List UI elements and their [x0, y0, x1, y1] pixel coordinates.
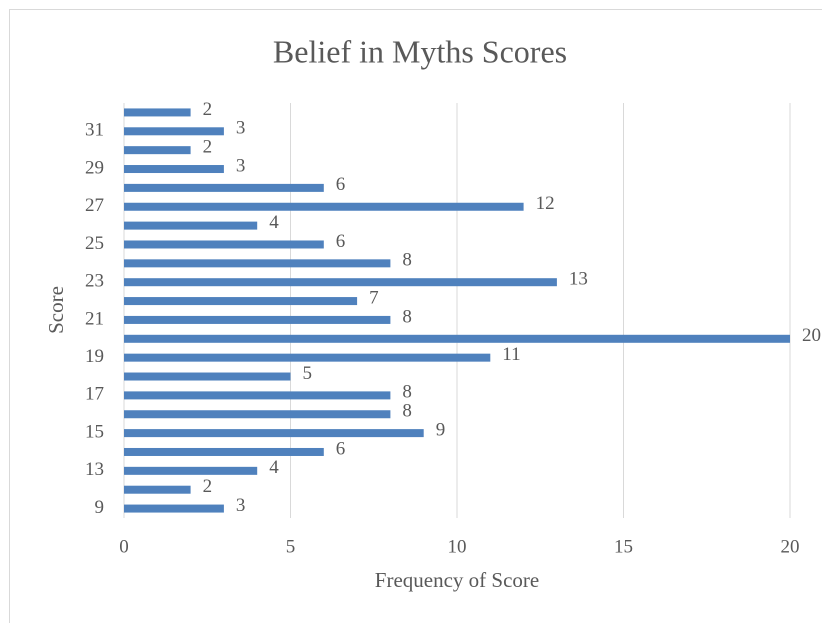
data-label: 2: [203, 99, 213, 120]
y-tick-label: 19: [85, 346, 104, 367]
x-axis-title: Frequency of Score: [375, 568, 539, 592]
data-label: 4: [269, 457, 279, 478]
data-label: 4: [269, 212, 279, 233]
chart-title: Belief in Myths Scores: [273, 33, 567, 69]
y-tick-label: 9: [95, 497, 105, 518]
y-tick-label: 27: [85, 195, 104, 216]
y-tick-label: 17: [85, 384, 104, 405]
data-label: 8: [402, 382, 412, 403]
data-label: 9: [436, 419, 446, 440]
data-label: 8: [402, 306, 412, 327]
y-tick-label: 23: [85, 271, 104, 292]
bar: [124, 184, 324, 192]
bar: [124, 127, 224, 135]
bar: [124, 335, 790, 343]
bar: [124, 373, 291, 381]
bar: [124, 240, 324, 248]
y-axis-title: Score: [44, 286, 68, 334]
data-label: 8: [402, 250, 412, 271]
bar: [124, 505, 224, 513]
x-tick-label: 0: [119, 536, 129, 557]
x-tick-label: 5: [286, 536, 296, 557]
bar: [124, 146, 191, 154]
data-label: 3: [236, 118, 246, 139]
y-tick-label: 15: [85, 421, 104, 442]
y-tick-label: 31: [85, 120, 104, 141]
bar: [124, 203, 524, 211]
data-label: 6: [336, 174, 346, 195]
bar: [124, 278, 557, 286]
x-tick-label: 15: [614, 536, 633, 557]
bar: [124, 391, 390, 399]
data-label: 11: [502, 344, 520, 365]
bar: [124, 448, 324, 456]
y-tick-label: 25: [85, 233, 104, 254]
x-tick-label: 10: [448, 536, 467, 557]
bar: [124, 165, 224, 173]
bar: [124, 429, 424, 437]
bar: [124, 467, 257, 475]
data-label: 5: [303, 363, 313, 384]
data-label: 3: [236, 155, 246, 176]
data-label: 13: [569, 269, 588, 290]
bar: [124, 259, 390, 267]
data-label: 2: [203, 476, 213, 497]
y-tick-label: 21: [85, 308, 104, 329]
bar: [124, 297, 357, 305]
bar: [124, 316, 390, 324]
data-label: 6: [336, 438, 346, 459]
x-tick-label: 20: [781, 536, 800, 557]
data-label: 2: [203, 137, 213, 158]
bar: [124, 410, 390, 418]
bar: [124, 222, 257, 230]
data-label: 6: [336, 231, 346, 252]
y-tick-label: 13: [85, 459, 104, 480]
bar: [124, 354, 490, 362]
data-label: 3: [236, 495, 246, 516]
data-label: 12: [536, 193, 555, 214]
y-tick-label: 29: [85, 157, 104, 178]
data-label: 7: [369, 287, 379, 308]
bar: [124, 108, 191, 116]
bar: [124, 486, 191, 494]
data-label: 20: [802, 325, 821, 346]
data-label: 8: [402, 401, 412, 422]
